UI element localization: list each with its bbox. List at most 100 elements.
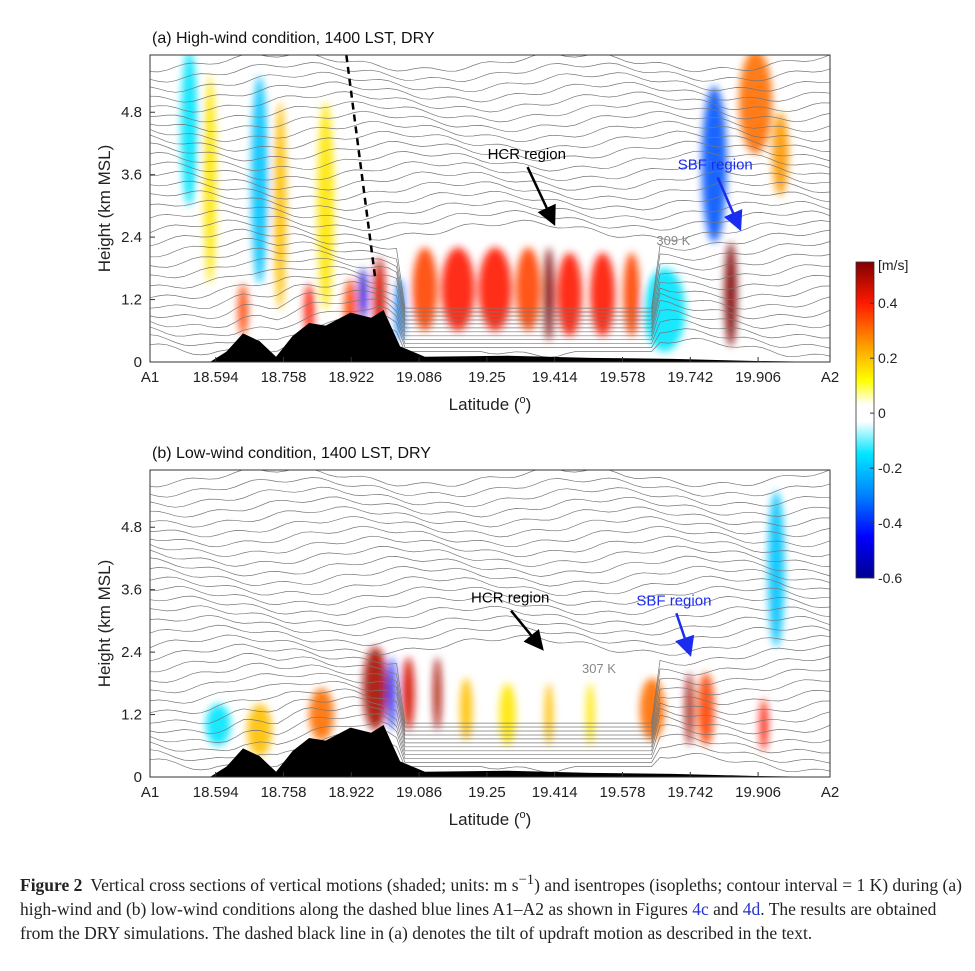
annotation-label: SBF region [678,156,753,173]
y-tick-label: 1.2 [121,707,142,724]
isentrope-line [150,688,830,744]
w-cell [478,247,512,331]
isentrope-line [150,634,830,656]
y-tick-label: 0 [134,769,142,786]
isentrope-line [150,477,830,498]
isentrope-line [150,257,830,321]
isentrope-line [150,565,830,587]
w-cell [317,101,334,310]
x-tick-label: 19.578 [600,369,646,386]
isentrope-line [150,238,830,313]
w-cell [274,101,287,310]
w-cell [309,688,334,741]
caption-text: ) and isentropes (isopleths; contour int… [20,874,962,919]
w-cell [412,247,438,331]
terrain [150,309,830,362]
w-cell [772,112,789,196]
isentrope-line [150,506,830,528]
colorbar-tick-label: -0.4 [878,515,902,531]
w-cell [387,657,396,731]
annotation-arrow [526,166,556,227]
x-tick-label: 18.758 [261,784,307,801]
y-tick-label: 0 [134,354,142,371]
isentrope-line [150,289,830,337]
isentrope-line [150,110,830,133]
panel-b: (b) Low-wind condition, 1400 LST, DRY 307… [95,445,839,829]
isentrope-line [150,614,830,636]
x-tick-label: 18.594 [193,369,239,386]
isentrope-line [150,150,830,172]
caption-sup: −1 [518,872,535,888]
isentrope-line [150,55,830,73]
figure: (a) High-wind condition, 1400 LST, DRY 30… [95,30,908,829]
isentrope-line [150,81,830,103]
panel-title: (b) Low-wind condition, 1400 LST, DRY [152,445,431,462]
terrain [150,724,830,777]
isentrope-line [150,298,830,341]
w-cell [441,247,475,331]
isentrope-line [150,305,830,345]
w-cell [586,683,595,746]
x-tick-label: 19.086 [396,369,442,386]
y-tick-label: 2.4 [121,644,142,661]
x-tick-label: 19.742 [667,784,713,801]
colorbar-gradient [855,261,875,579]
isentrope-line [150,209,830,231]
y-tick-label: 2.4 [121,229,142,246]
w-cell [543,247,554,342]
isentrope-line [150,180,830,201]
isentrope-line [150,219,830,241]
x-tick-label: 19.25 [468,784,506,801]
isentrope-line [150,199,830,221]
isentrope-line [150,496,830,518]
isentrope-line [150,575,830,597]
x-tick-label: A2 [821,369,839,386]
x-axis-label-degree: o [520,394,526,406]
plot-area: 309 K [150,55,830,362]
y-tick-label: 4.8 [121,519,142,536]
x-tick-label: 19.742 [667,369,713,386]
isentrope-line [150,731,830,764]
panel-title: (a) High-wind condition, 1400 LST, DRY [152,30,435,47]
w-cell [701,86,727,243]
isentrope-line [150,624,830,646]
figure-link-4c[interactable]: 4c [692,898,709,919]
y-tick-label: 3.6 [121,167,142,184]
isentrope-line [150,680,830,740]
plot-frame [149,469,831,778]
figure-caption: Figure 2 Vertical cross sections of verti… [20,868,970,945]
isentrope-line [150,555,830,577]
y-tick-label: 4.8 [121,104,142,121]
plot-area: 307 K [150,470,830,777]
isentrope-line [150,704,830,752]
x-axis-label-degree: o [520,809,526,821]
colorbar-tick-label: -0.6 [878,570,902,586]
isentrope-line [150,170,830,191]
x-tick-label: 18.922 [328,784,374,801]
x-tick-label: A1 [141,784,159,801]
figure-link-4d[interactable]: 4d [742,898,761,919]
isentrope-line [150,535,830,558]
x-tick-label: 19.414 [532,784,578,801]
x-tick-label: A2 [821,784,839,801]
annotation-label: HCR region [471,590,549,607]
isentrope-line [150,160,830,182]
w-cell [362,646,388,731]
w-cell [759,698,768,751]
annotation-label: SBF region [636,592,711,609]
x-axis-label-end: ) [526,810,532,829]
w-cell [623,252,640,336]
isentrope-line [150,281,830,333]
w-cell [433,657,442,731]
isentrope-line [150,130,830,153]
w-cell [304,283,315,336]
caption-text: Vertical cross sections of vertical moti… [90,874,519,895]
x-tick-label: 19.414 [532,369,578,386]
isentrope-line [150,265,830,325]
x-tick-label: 19.25 [468,369,506,386]
isentrope-label: 309 K [656,233,690,248]
colorbar-tick-label: 0 [878,405,886,421]
x-tick-label: 18.922 [328,369,374,386]
w-cell [205,704,231,746]
x-axis-label: Latitude (o) [449,394,532,414]
